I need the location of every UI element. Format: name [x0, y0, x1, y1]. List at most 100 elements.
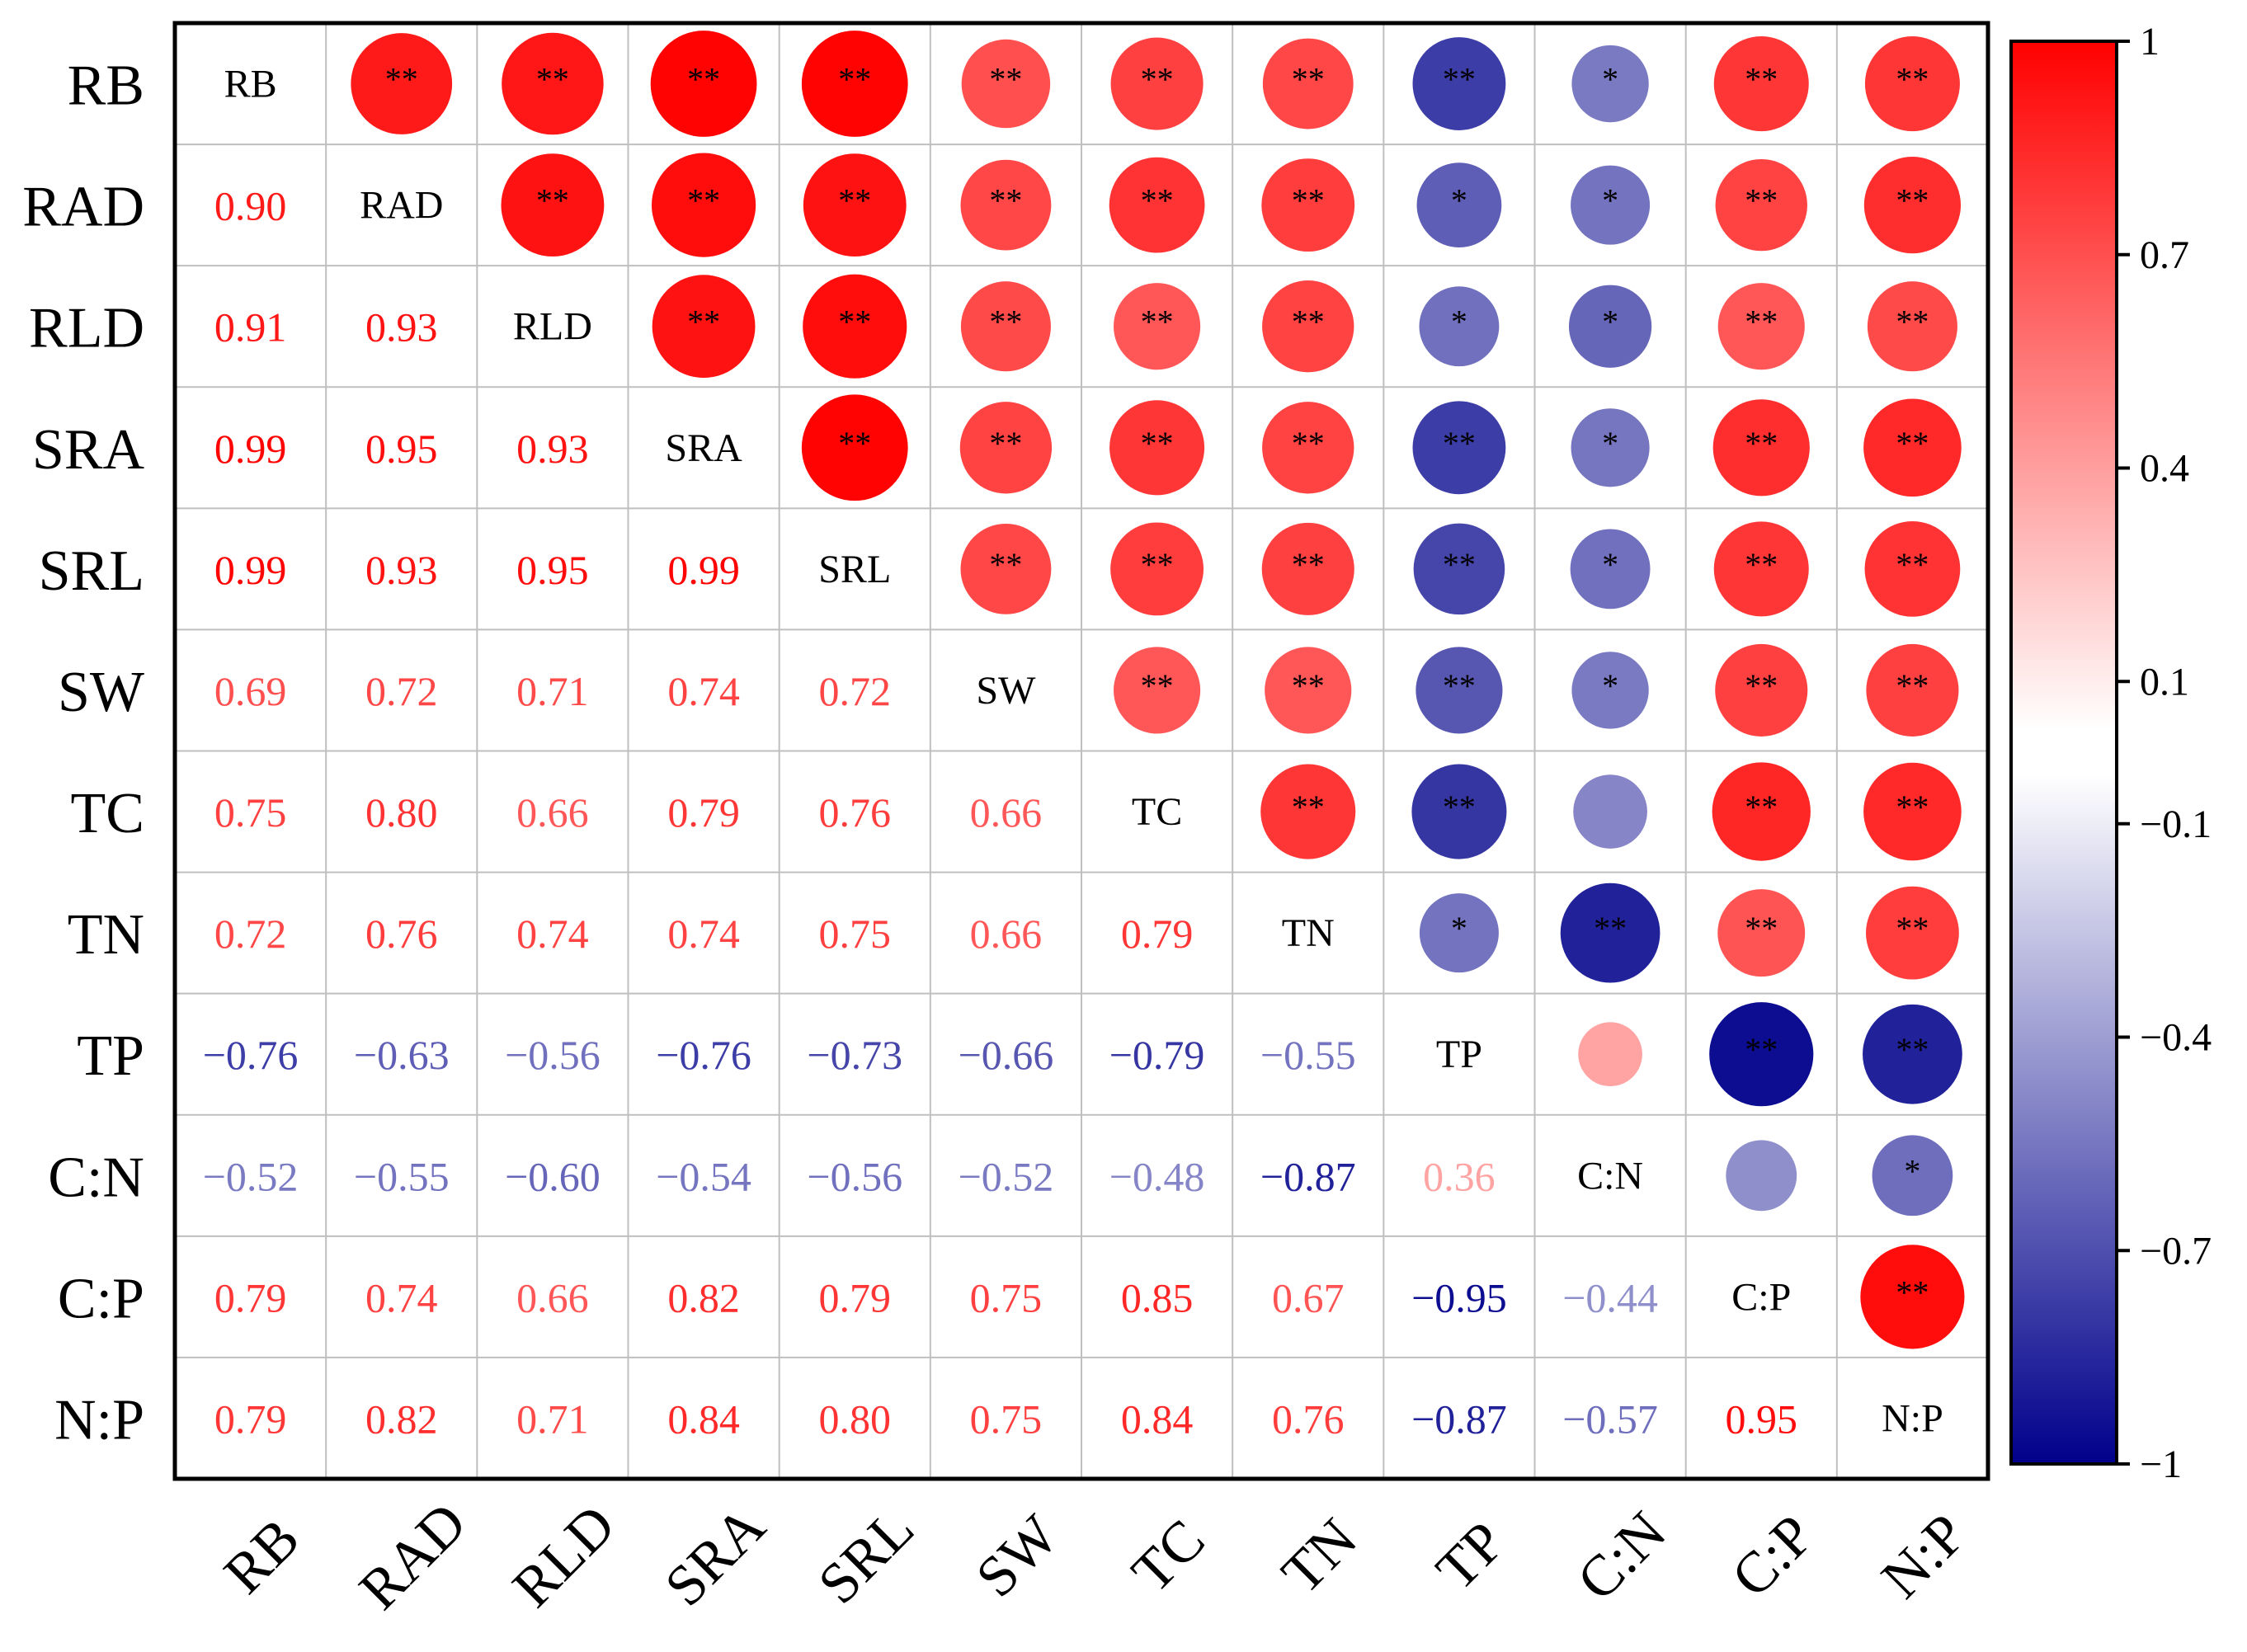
- correlation-value: 0.85: [1121, 1274, 1194, 1320]
- row-label: TN: [68, 903, 144, 967]
- colorbar-ticks: 1 0.7 0.4 0.1 −0.1 −0.4 −0.7 −1: [2117, 20, 2212, 1486]
- significance-mark: *: [1602, 546, 1618, 583]
- row-label: TC: [71, 782, 144, 845]
- correlation-circle: [1867, 281, 1957, 372]
- significance-mark: **: [1292, 546, 1325, 583]
- significance-mark: **: [838, 61, 871, 98]
- correlation-value: 0.80: [819, 1395, 892, 1442]
- row-label: SRL: [39, 539, 144, 603]
- correlation-value: 0.72: [214, 911, 287, 957]
- correlation-circle: [1863, 157, 1962, 254]
- significance-mark: *: [1602, 667, 1618, 704]
- column-label: TN: [1270, 1507, 1369, 1606]
- diagonal-label: RB: [224, 63, 277, 106]
- row-label: TP: [77, 1024, 144, 1088]
- column-label: TP: [1425, 1510, 1517, 1603]
- row-label: N:P: [54, 1388, 144, 1452]
- correlation-value: 0.36: [1423, 1153, 1496, 1199]
- correlation-circle: [1863, 1004, 1962, 1104]
- correlation-value: 0.99: [667, 547, 740, 593]
- correlation-circle: [501, 153, 605, 257]
- correlation-value: −0.54: [656, 1153, 751, 1199]
- correlation-value: 0.79: [214, 1395, 287, 1442]
- correlation-value: 0.66: [970, 789, 1043, 835]
- column-label: RAD: [347, 1491, 478, 1622]
- significance-mark: **: [1141, 667, 1174, 704]
- correlation-circle: [959, 402, 1053, 494]
- correlation-circle: [803, 153, 907, 257]
- significance-mark: **: [1443, 546, 1476, 583]
- significance-mark: **: [838, 182, 871, 219]
- significance-mark: **: [1292, 788, 1325, 826]
- significance-mark: **: [1745, 788, 1778, 826]
- correlation-value: −0.52: [959, 1153, 1054, 1199]
- correlation-circle: [1419, 893, 1499, 973]
- row-label: RAD: [22, 176, 144, 239]
- correlation-circle: [1265, 647, 1352, 734]
- correlation-circle: [652, 153, 756, 257]
- correlation-circle: [1726, 1140, 1797, 1212]
- correlation-circle: [1864, 520, 1961, 617]
- row-label: RB: [68, 54, 144, 118]
- significance-mark: **: [1745, 182, 1778, 219]
- correlation-value: 0.82: [667, 1274, 740, 1320]
- significance-mark: *: [1904, 1152, 1920, 1189]
- significance-mark: *: [1602, 425, 1618, 462]
- correlation-circle: [1571, 45, 1649, 123]
- correlation-circle: [1713, 521, 1809, 617]
- correlation-circle: [960, 281, 1051, 372]
- significance-mark: **: [1443, 425, 1476, 462]
- correlation-value: −0.55: [1260, 1032, 1356, 1078]
- correlation-value: 0.91: [214, 304, 287, 351]
- significance-mark: **: [989, 546, 1022, 583]
- significance-mark: *: [1602, 182, 1618, 219]
- significance-mark: **: [1896, 1273, 1929, 1311]
- correlation-value: 0.84: [667, 1395, 740, 1442]
- correlation-value: 0.74: [667, 911, 740, 957]
- diagonal-label: SW: [976, 669, 1036, 713]
- correlation-value: 0.93: [365, 304, 438, 351]
- correlation-value: 0.66: [970, 911, 1043, 957]
- colorbar-tick-label: 0.4: [2140, 447, 2189, 491]
- correlation-value: 0.80: [365, 789, 438, 835]
- correlation-value: −0.55: [354, 1153, 450, 1199]
- row-labels: RB RAD RLD SRA SRL SW TC TN TP C:N C:P N:P: [22, 54, 144, 1452]
- correlation-circle: [351, 33, 453, 134]
- correlation-circle: [1713, 36, 1809, 132]
- significance-mark: **: [1896, 61, 1929, 98]
- correlation-circle: [1110, 522, 1204, 616]
- column-label: C:N: [1566, 1500, 1679, 1613]
- correlation-value: 0.72: [819, 668, 892, 714]
- correlation-value: 0.75: [970, 1395, 1043, 1442]
- correlation-value: 0.74: [667, 668, 740, 714]
- correlation-circle: [1715, 158, 1807, 252]
- significance-mark: **: [1896, 788, 1929, 826]
- correlation-circle: [960, 159, 1052, 251]
- correlation-value: 0.75: [214, 789, 287, 835]
- correlation-circle: [1712, 762, 1811, 861]
- correlation-circle: [1109, 157, 1205, 253]
- correlation-value: 0.74: [516, 911, 589, 957]
- column-label: SW: [964, 1504, 1071, 1610]
- correlation-value: −0.95: [1411, 1274, 1507, 1320]
- column-label: TC: [1120, 1508, 1218, 1605]
- correlation-circle: [1863, 398, 1962, 497]
- significance-mark: **: [1141, 304, 1174, 341]
- correlation-value: 0.79: [819, 1274, 892, 1320]
- correlation-circle: [960, 523, 1052, 614]
- correlation-value: −0.79: [1109, 1032, 1205, 1078]
- correlation-value: 0.76: [1272, 1395, 1345, 1442]
- correlation-circle: [803, 274, 907, 379]
- significance-mark: **: [989, 182, 1022, 219]
- correlation-circle: [1262, 402, 1354, 494]
- correlation-value: 0.67: [1272, 1274, 1345, 1320]
- correlation-circle: [1412, 37, 1506, 130]
- colorbar-tick-label: −0.7: [2140, 1229, 2212, 1273]
- row-label: SRA: [32, 418, 145, 482]
- correlation-circle: [1709, 1002, 1814, 1107]
- column-label: SRA: [653, 1494, 778, 1618]
- column-label: C:P: [1720, 1504, 1826, 1610]
- correlation-value: 0.79: [214, 1274, 287, 1320]
- significance-mark: **: [989, 304, 1022, 341]
- correlation-circle: [801, 31, 908, 137]
